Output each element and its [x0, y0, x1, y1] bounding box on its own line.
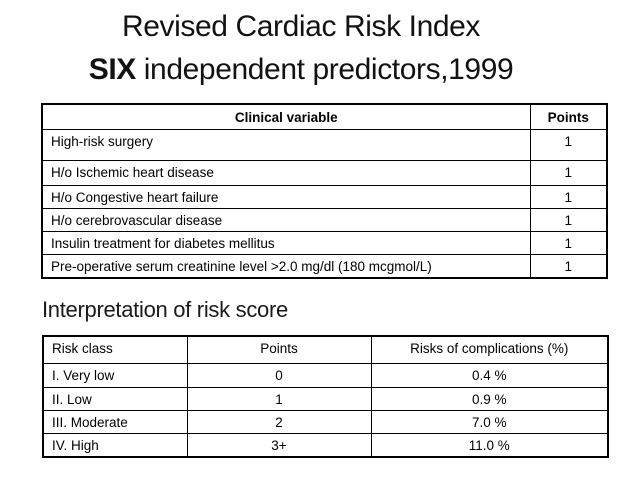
slide-title-line2-bold: SIX [88, 53, 137, 86]
table-row: High-risk surgery 1 [41, 128, 608, 161]
interpretation-table: Risk class Points Risks of complications… [42, 335, 609, 458]
points-cell: 1 [186, 386, 372, 411]
slide-title-line1: Revised Cardiac Risk Index [121, 10, 481, 43]
points-cell: 0 [186, 362, 372, 388]
predictor-points-cell: 1 [529, 184, 608, 209]
predictor-points-cell: 1 [529, 207, 608, 232]
table-row: III. Moderate 2 7.0 % [42, 409, 609, 434]
column-header-clinical-variable: Clinical variable [41, 103, 531, 130]
interpretation-heading: Interpretation of risk score [42, 297, 288, 322]
table-row: Insulin treatment for diabetes mellitus … [41, 230, 608, 255]
predictor-points-cell: 1 [529, 230, 608, 255]
predictor-variable-cell: H/o Congestive heart failure [41, 184, 531, 209]
points-cell: 2 [186, 409, 372, 434]
table-row: IV. High 3+ 11.0 % [42, 432, 609, 457]
table-row: II. Low 1 0.9 % [42, 386, 609, 411]
predictor-variable-cell: H/o cerebrovascular disease [41, 207, 531, 232]
table-row: I. Very low 0 0.4 % [42, 362, 609, 388]
predictor-variable-cell: Insulin treatment for diabetes mellitus [41, 230, 531, 255]
predictor-variable-cell: High-risk surgery [41, 128, 531, 161]
column-header-risks: Risks of complications (%) [370, 335, 609, 364]
risk-class-cell: II. Low [42, 386, 188, 411]
points-cell: 3+ [186, 432, 372, 457]
slide-title-line2-rest: independent predictors,1999 [135, 53, 514, 86]
table-row: Pre-operative serum creatinine level >2.… [41, 253, 608, 279]
predictor-variable-cell: H/o Ischemic heart disease [41, 159, 531, 186]
table-row: H/o Ischemic heart disease 1 [41, 159, 608, 186]
predictor-table-header-row: Clinical variable Points [41, 103, 608, 130]
slide-title: Revised Cardiac Risk Index SIX independe… [0, 5, 602, 91]
slide-title-line2: SIX independent predictors,1999 [0, 48, 602, 91]
predictor-variable-cell: Pre-operative serum creatinine level >2.… [41, 253, 531, 279]
table-row: H/o cerebrovascular disease 1 [41, 207, 608, 232]
predictor-points-cell: 1 [529, 253, 608, 279]
predictor-table: Clinical variable Points High-risk surge… [41, 103, 608, 279]
predictor-points-cell: 1 [529, 159, 608, 186]
column-header-points: Points [529, 103, 608, 130]
column-header-risk-class: Risk class [42, 335, 188, 364]
risks-cell: 11.0 % [370, 432, 609, 457]
interpretation-table-header-row: Risk class Points Risks of complications… [42, 335, 609, 364]
risks-cell: 0.9 % [370, 386, 609, 411]
predictor-points-cell: 1 [529, 128, 608, 161]
risks-cell: 7.0 % [370, 409, 609, 434]
risk-class-cell: I. Very low [42, 362, 188, 388]
table-row: H/o Congestive heart failure 1 [41, 184, 608, 209]
column-header-points: Points [186, 335, 372, 364]
risk-class-cell: III. Moderate [42, 409, 188, 434]
risk-class-cell: IV. High [42, 432, 188, 457]
risks-cell: 0.4 % [370, 362, 609, 388]
